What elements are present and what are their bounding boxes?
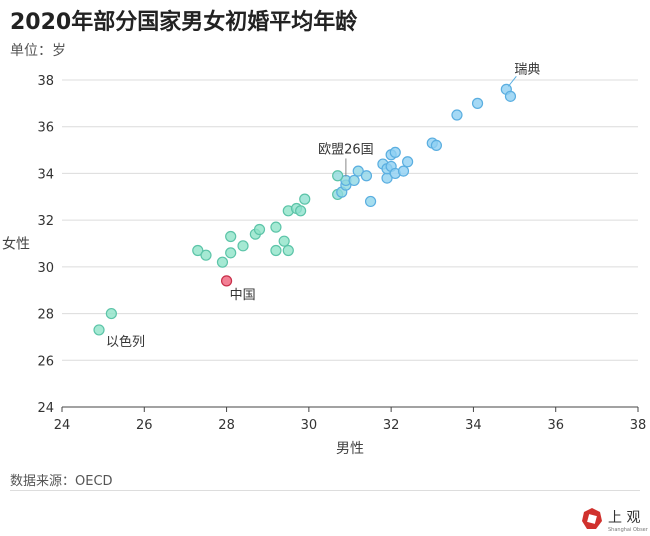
y-tick-label: 28 [37, 308, 54, 323]
unit-label: 单位：岁 [10, 43, 66, 59]
x-tick-label: 26 [136, 418, 153, 433]
data-point [430, 139, 442, 151]
data-point [402, 156, 414, 168]
data-point [364, 195, 377, 208]
data-point [295, 205, 307, 217]
data-point [278, 235, 290, 247]
data-point [504, 90, 517, 102]
page-title: 2020年部分国家男女初婚平均年龄 [10, 10, 358, 35]
data-point [282, 244, 294, 257]
divider [10, 490, 640, 491]
data-point [220, 275, 233, 287]
data-point [192, 244, 204, 257]
logo-icon: 上 观 Shanghai Observer [582, 508, 650, 533]
point-label: 瑞典 [514, 62, 540, 77]
y-tick-label: 38 [37, 74, 54, 89]
data-point [225, 230, 237, 243]
data-point [348, 174, 360, 187]
y-tick-label: 24 [37, 401, 54, 416]
logo: 上 观 Shanghai Observer [580, 505, 650, 533]
y-tick-label: 36 [37, 121, 54, 136]
svg-text:上 观: 上 观 [608, 510, 640, 526]
svg-text:Shanghai Observer: Shanghai Observer [608, 527, 648, 533]
x-axis-label: 男性 [336, 441, 364, 457]
data-point [270, 244, 282, 257]
x-tick-label: 32 [383, 418, 400, 433]
point-label: 欧盟26国 [318, 142, 374, 157]
x-tick-label: 30 [301, 418, 318, 433]
point-label: 以色列 [106, 334, 145, 350]
data-point [237, 240, 249, 252]
y-tick-label: 30 [37, 261, 54, 276]
data-point [270, 221, 282, 233]
y-tick-label: 32 [37, 214, 54, 229]
data-point [352, 165, 364, 177]
x-tick-label: 24 [54, 418, 71, 433]
data-point [200, 249, 212, 261]
data-point [451, 109, 463, 121]
point-label: 中国 [230, 288, 256, 303]
data-point [332, 170, 344, 182]
data-point [216, 256, 229, 268]
y-tick-label: 26 [37, 354, 54, 369]
x-tick-label: 28 [218, 418, 235, 433]
data-point [360, 170, 373, 182]
x-tick-label: 38 [630, 418, 647, 433]
data-point [93, 324, 105, 336]
x-tick-label: 36 [547, 418, 564, 433]
data-point [105, 307, 117, 320]
source-note: 数据来源：OECD [10, 474, 113, 489]
y-tick-label: 34 [37, 167, 54, 182]
data-point [471, 97, 484, 109]
data-point [389, 146, 401, 159]
data-point [225, 247, 237, 259]
x-tick-label: 34 [465, 418, 482, 433]
y-axis-label: 女性 [2, 236, 30, 253]
data-point [253, 223, 266, 236]
label-leader [507, 76, 517, 87]
data-point [397, 165, 410, 177]
data-point [299, 193, 311, 205]
